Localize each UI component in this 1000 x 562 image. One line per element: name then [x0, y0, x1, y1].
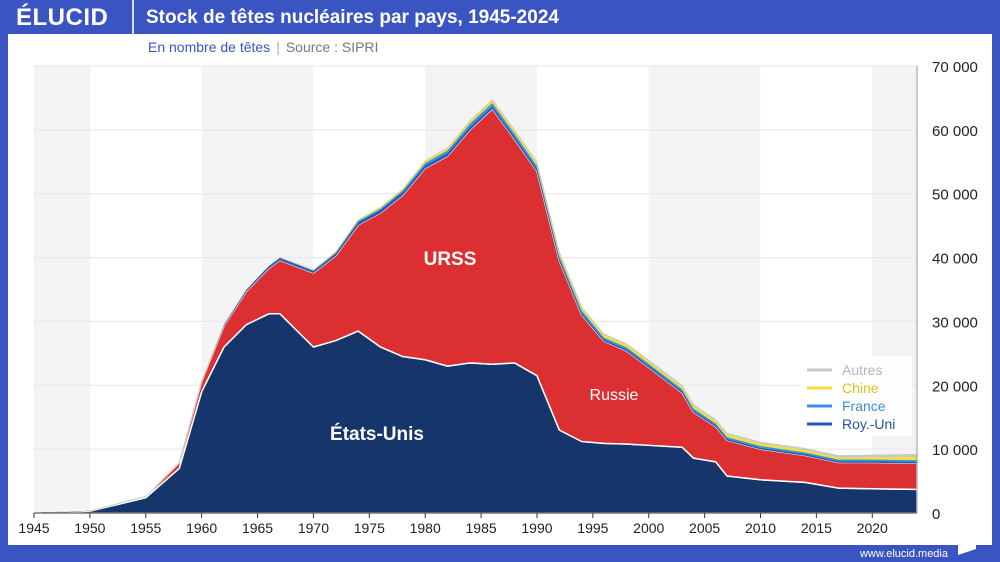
subtitle: En nombre de têtes | Source : SIPRI — [148, 39, 378, 55]
subtitle-separator: | — [276, 39, 280, 55]
annotation--tats-unis: États-Unis — [330, 423, 424, 445]
y-tick-label: 70 000 — [932, 59, 978, 76]
x-tick-label: 2020 — [857, 520, 888, 536]
x-tick-label: 2010 — [745, 520, 776, 536]
y-tick-label: 10 000 — [932, 442, 978, 459]
source-label: Source : SIPRI — [285, 39, 379, 55]
x-tick-label: 1975 — [354, 520, 385, 536]
y-tick-label: 60 000 — [932, 123, 978, 140]
x-tick-label: 1990 — [521, 520, 552, 536]
unit-label: En nombre de têtes — [148, 39, 271, 55]
x-tick-label: 1960 — [186, 520, 217, 536]
y-tick-label: 50 000 — [932, 187, 978, 204]
x-tick-label: 1970 — [298, 520, 329, 536]
x-tick-label: 1995 — [577, 520, 608, 536]
chart-title: Stock de têtes nucléaires par pays, 1945… — [146, 7, 559, 28]
y-tick-label: 20 000 — [932, 378, 978, 395]
x-tick-label: 1955 — [130, 520, 161, 536]
legend-label: Autres — [842, 362, 882, 378]
elucid-mark-icon — [958, 541, 976, 555]
x-tick-label: 1945 — [18, 520, 49, 536]
x-tick-label: 1985 — [466, 520, 497, 536]
x-tick-label: 1980 — [410, 520, 441, 536]
y-tick-label: 30 000 — [932, 314, 978, 331]
annotation-russie: Russie — [590, 387, 639, 404]
elucid-logo: ÉLUCID — [16, 4, 109, 31]
x-tick-label: 1950 — [74, 520, 105, 536]
x-tick-label: 1965 — [242, 520, 273, 536]
decade-band — [872, 66, 917, 513]
x-tick-label: 2005 — [689, 520, 720, 536]
header-divider — [132, 0, 134, 34]
annotation-urss: URSS — [424, 249, 477, 270]
legend-label: France — [842, 398, 886, 414]
x-tick-label: 2000 — [633, 520, 664, 536]
y-tick-label: 0 — [932, 506, 940, 523]
legend-label: Chine — [842, 380, 879, 396]
legend-label: Roy.-Uni — [842, 416, 895, 432]
footer-url[interactable]: www.elucid.media — [859, 548, 948, 560]
y-tick-label: 40 000 — [932, 251, 978, 268]
decade-band — [34, 66, 90, 513]
x-tick-label: 2015 — [801, 520, 832, 536]
